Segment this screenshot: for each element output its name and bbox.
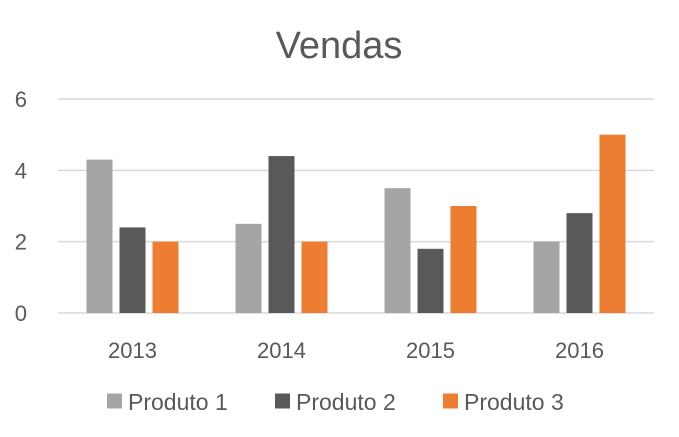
- bar-produto-2-2014: [268, 156, 295, 313]
- legend-swatch: [275, 393, 290, 409]
- legend-label: Produto 3: [464, 389, 564, 415]
- gridlines: [58, 98, 654, 314]
- bar-produto-3-2014: [301, 241, 328, 313]
- bar-produto-1-2016: [533, 241, 560, 313]
- legend-item: Produto 1: [107, 389, 228, 415]
- legend-label: Produto 2: [296, 389, 396, 415]
- bars: [86, 134, 626, 313]
- bar-produto-3-2015: [450, 206, 477, 313]
- y-tick-label: 0: [15, 301, 27, 326]
- y-tick-label: 6: [15, 87, 27, 112]
- legend-label: Produto 1: [128, 389, 228, 415]
- bar-produto-3-2013: [152, 241, 179, 313]
- bar-produto-1-2014: [235, 223, 262, 313]
- y-tick-label: 2: [15, 230, 27, 255]
- x-tick-label: 2016: [555, 338, 604, 363]
- x-axis-ticks: 2013 2014 2015 2016: [108, 338, 604, 363]
- bar-produto-2-2013: [119, 227, 146, 313]
- bar-produto-3-2016: [599, 134, 626, 313]
- x-tick-label: 2015: [406, 338, 455, 363]
- legend-swatch: [443, 393, 458, 409]
- bar-produto-1-2015: [384, 188, 411, 313]
- y-axis-ticks: 0 2 4 6: [15, 87, 27, 326]
- legend-item: Produto 2: [275, 389, 396, 415]
- bar-produto-2-2016: [566, 213, 593, 313]
- legend-item: Produto 3: [443, 389, 564, 415]
- bar-produto-1-2013: [86, 159, 113, 313]
- chart-title: Vendas: [276, 25, 403, 67]
- y-tick-label: 4: [15, 158, 27, 183]
- x-tick-label: 2014: [257, 338, 306, 363]
- bar-produto-2-2015: [417, 248, 444, 313]
- legend-swatch: [107, 393, 122, 409]
- legend: Produto 1 Produto 2 Produto 3: [107, 389, 564, 415]
- x-tick-label: 2013: [108, 338, 157, 363]
